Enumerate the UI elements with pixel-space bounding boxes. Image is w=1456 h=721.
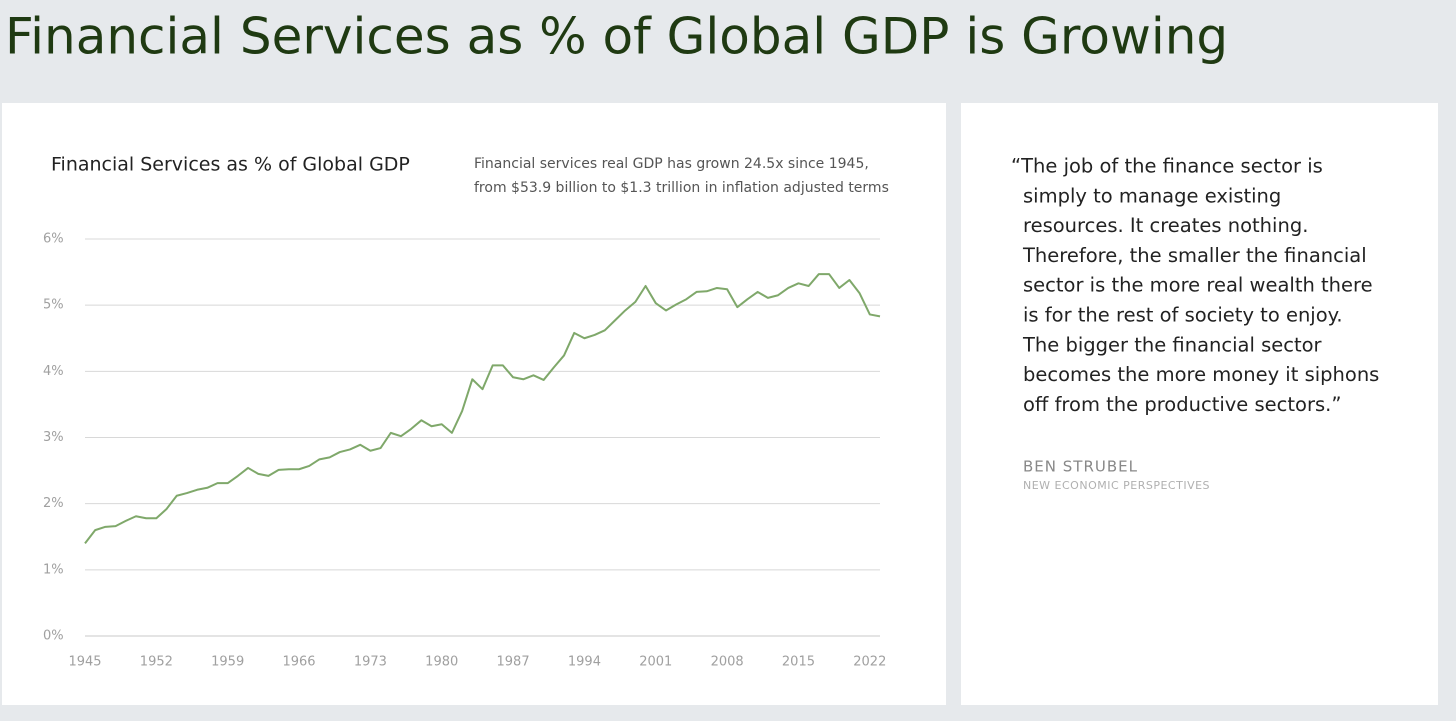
quote-line: “The job of the finance sector is — [1011, 155, 1323, 178]
x-tick-label: 2015 — [782, 655, 815, 670]
quote-line: is for the rest of society to enjoy. — [1023, 304, 1343, 327]
quote-line: The bigger the financial sector — [1022, 333, 1323, 356]
quote-line: resources. It creates nothing. — [1023, 214, 1308, 237]
page-title: Financial Services as % of Global GDP is… — [5, 8, 1228, 66]
x-tick-label: 1987 — [497, 655, 530, 670]
x-tick-label: 1973 — [354, 655, 387, 670]
y-tick-label: 3% — [43, 430, 64, 445]
x-tick-label: 1980 — [425, 655, 458, 670]
chart-subtitle: Financial services real GDP has grown 24… — [474, 156, 869, 172]
quote-line: Therefore, the smaller the financial — [1022, 244, 1367, 267]
x-tick-label: 1952 — [140, 655, 173, 670]
quote-source: NEW ECONOMIC PERSPECTIVES — [1023, 479, 1210, 492]
quote-line: sector is the more real wealth there — [1023, 274, 1373, 297]
quote-card — [961, 103, 1438, 705]
x-tick-label: 2022 — [853, 655, 886, 670]
chart-subtitle: from $53.9 billion to $1.3 trillion in i… — [474, 180, 889, 196]
y-tick-label: 4% — [43, 364, 64, 379]
y-tick-label: 6% — [43, 232, 64, 247]
y-tick-label: 0% — [43, 629, 64, 644]
y-tick-label: 1% — [43, 562, 64, 577]
y-tick-label: 5% — [43, 298, 64, 313]
quote-line: simply to manage existing — [1023, 184, 1281, 207]
quote-line: off from the productive sectors.” — [1023, 393, 1341, 416]
x-tick-label: 1966 — [282, 655, 315, 670]
quote-line: becomes the more money it siphons — [1023, 363, 1379, 386]
x-tick-label: 2001 — [639, 655, 672, 670]
x-tick-label: 1945 — [68, 655, 101, 670]
data-line — [84, 273, 881, 544]
quote-author: BEN STRUBEL — [1023, 458, 1138, 476]
chart-title: Financial Services as % of Global GDP — [51, 154, 410, 176]
x-tick-label: 1959 — [211, 655, 244, 670]
y-tick-label: 2% — [43, 496, 64, 511]
x-tick-label: 2008 — [711, 655, 744, 670]
x-tick-label: 1994 — [568, 655, 601, 670]
chart-card — [2, 103, 946, 705]
